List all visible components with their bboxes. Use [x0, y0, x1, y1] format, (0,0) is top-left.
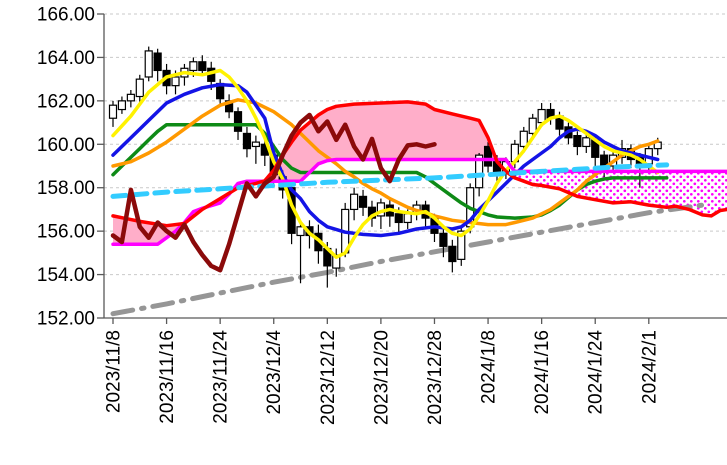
cyan-dashed-ma-line: [110, 162, 670, 199]
candle-body-down: [153, 52, 162, 72]
candle-body-up: [108, 104, 118, 119]
candle-body-down: [394, 213, 403, 224]
yellow-ma-line: [111, 68, 660, 259]
x-axis-label: 2023/11/8: [104, 330, 125, 413]
x-axis-label: 2023/12/20: [371, 330, 392, 425]
x-axis-label: 2023/11/24: [211, 330, 232, 424]
x-axis-label: 2023/12/12: [318, 330, 339, 425]
candle-body-up: [296, 226, 305, 237]
candle-body-up: [251, 141, 260, 148]
y-axis-label: 160.00: [37, 135, 95, 156]
candle-body-up: [582, 137, 591, 148]
candle-body-down: [439, 232, 448, 247]
lagging-span-line: [110, 112, 437, 273]
candle-body-up: [537, 108, 546, 124]
x-axis-label: 2024/1/8: [479, 330, 500, 404]
y-axis-label: 152.00: [37, 309, 95, 330]
y-axis-label: 158.00: [37, 178, 95, 199]
candle-body-up: [189, 61, 198, 72]
gray-dashdot-line: [110, 202, 705, 317]
y-axis-label: 156.00: [37, 222, 95, 243]
y-axis-label: 164.00: [37, 48, 95, 69]
candle-body-down: [358, 195, 368, 208]
y-axis-label: 154.00: [37, 265, 95, 286]
x-axis-label: 2023/12/4: [264, 330, 285, 415]
x-axis-label: 2023/11/16: [157, 330, 178, 424]
candle-body-up: [403, 213, 412, 224]
axes: 166.00 164.00 162.00 160.00 158.00 156.00 154.…: [37, 5, 727, 425]
candle-body-up: [475, 154, 484, 189]
candle-body-down: [483, 145, 493, 167]
candle-body-up: [171, 76, 180, 87]
x-axis-label: 2024/1/16: [532, 330, 553, 415]
candle-body-up: [519, 130, 528, 148]
cloud-bear-region: [496, 159, 727, 216]
candle-body-down: [448, 245, 457, 263]
candle-body-down: [573, 135, 582, 148]
candle-body-down: [242, 132, 252, 150]
candle-body-up: [350, 193, 359, 211]
senkou-span-b-line: [111, 157, 727, 246]
y-axis-label: 162.00: [37, 91, 95, 112]
candle-body-down: [233, 111, 243, 132]
candle-body-up: [117, 100, 127, 111]
y-axis-label: 166.00: [37, 5, 95, 26]
candle-body-up: [126, 93, 135, 102]
x-axis-label: 2023/12/28: [425, 330, 446, 425]
x-axis-label: 2024/2/1: [639, 330, 660, 404]
candle-body-down: [198, 61, 207, 72]
candle-body-up: [457, 230, 466, 260]
candle-body-up: [135, 78, 144, 98]
x-axis-label: 2024/1/24: [586, 330, 607, 415]
candle-body-up: [144, 50, 153, 78]
candle-body-up: [528, 117, 537, 135]
senkou-span-a-line: [111, 100, 727, 228]
